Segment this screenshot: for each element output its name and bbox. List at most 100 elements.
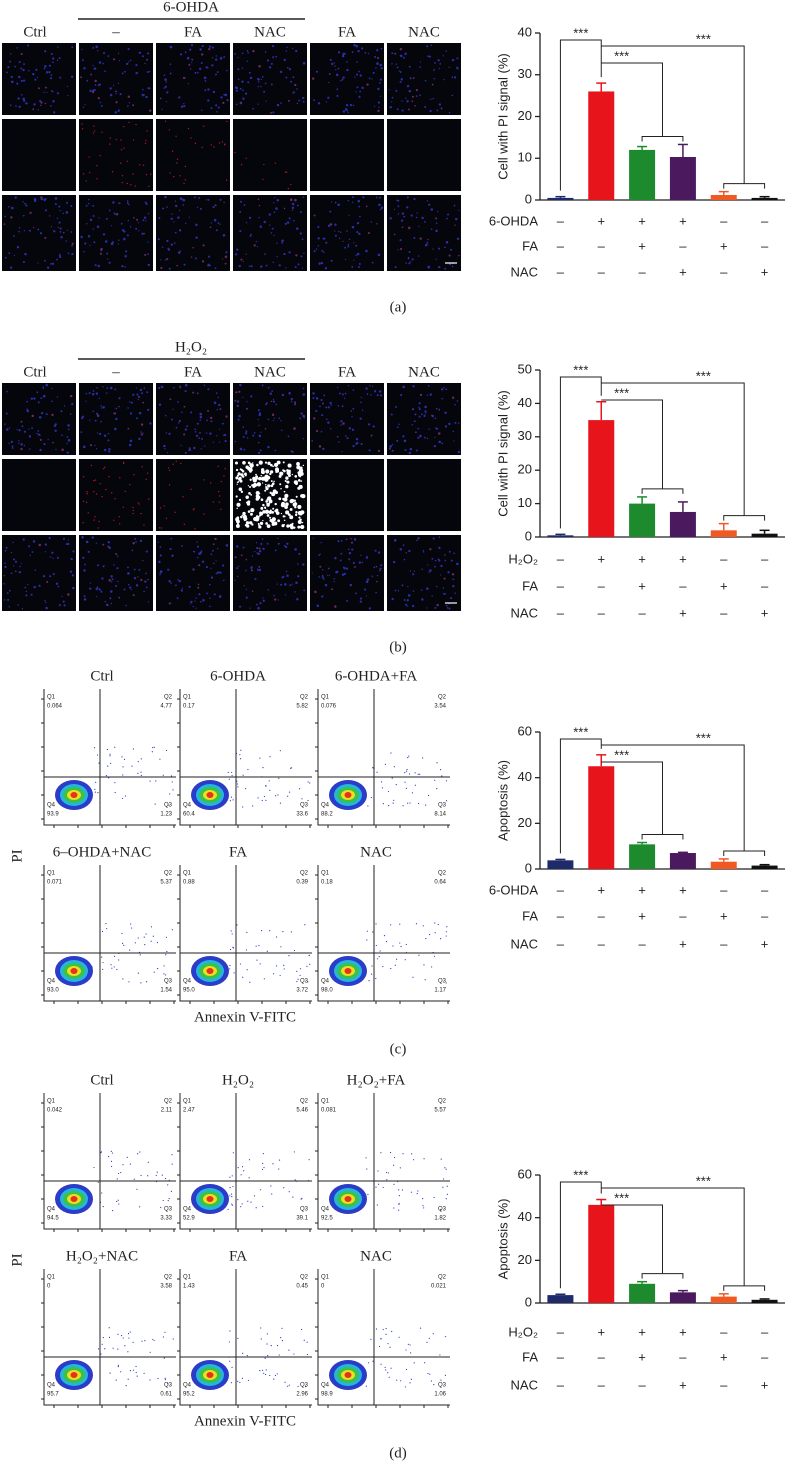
event — [396, 1380, 397, 1381]
nucleus — [70, 571, 72, 573]
nucleus — [185, 428, 187, 430]
nucleus — [418, 407, 419, 408]
event — [309, 955, 310, 956]
event — [380, 1152, 381, 1153]
event — [436, 762, 437, 763]
nucleus — [447, 571, 449, 573]
micrograph — [387, 459, 461, 531]
nucleus — [97, 415, 100, 418]
nucleus — [328, 224, 331, 227]
nucleus — [245, 570, 246, 571]
event — [150, 780, 151, 781]
pi-dot — [96, 178, 97, 179]
nucleus — [140, 431, 142, 433]
speckle — [267, 524, 271, 528]
bar — [629, 504, 655, 537]
nucleus — [225, 263, 227, 265]
treatment-mark: – — [557, 213, 565, 228]
nucleus — [374, 56, 376, 58]
nucleus — [428, 204, 430, 206]
nucleus — [106, 253, 108, 255]
nucleus — [193, 447, 195, 449]
speckle — [248, 510, 251, 513]
nucleus — [355, 255, 357, 257]
nucleus — [277, 538, 278, 539]
event — [100, 1353, 101, 1354]
event — [263, 1373, 264, 1374]
nucleus — [321, 250, 323, 252]
nucleus — [92, 205, 94, 207]
quadrant-value: 0.081 — [321, 1108, 337, 1114]
nucleus — [419, 66, 421, 68]
nucleus — [260, 86, 261, 87]
nucleus — [6, 428, 8, 430]
flow-plot: Q10.88Q20.39Q33.72Q495.0 — [177, 865, 312, 1004]
event — [172, 781, 173, 782]
nucleus — [195, 431, 197, 433]
nucleus — [23, 215, 24, 216]
event — [120, 1371, 121, 1372]
nucleus — [4, 575, 5, 576]
event — [152, 1339, 153, 1340]
nucleus — [361, 397, 362, 398]
nucleus — [424, 406, 427, 409]
nucleus — [318, 102, 320, 104]
nucleus — [452, 266, 454, 268]
nucleus — [160, 546, 161, 547]
nucleus — [160, 98, 161, 99]
event — [426, 1342, 427, 1343]
nucleus — [219, 429, 220, 430]
nucleus — [378, 102, 380, 104]
micrograph — [156, 195, 230, 271]
nucleus — [360, 402, 362, 404]
nucleus — [427, 395, 428, 396]
nucleus — [128, 220, 129, 221]
nucleus — [171, 419, 173, 421]
nucleus — [237, 405, 239, 407]
nucleus — [249, 265, 250, 266]
event — [250, 1202, 251, 1203]
nucleus — [135, 228, 137, 230]
nucleus — [198, 197, 200, 199]
nucleus — [256, 542, 257, 543]
nucleus — [125, 605, 127, 607]
nucleus — [90, 74, 92, 76]
pi-dot — [137, 502, 138, 503]
nucleus — [70, 558, 72, 560]
nucleus — [411, 214, 413, 216]
nucleus — [190, 449, 191, 450]
nucleus — [429, 548, 431, 550]
nucleus — [19, 106, 21, 108]
nucleus — [297, 103, 299, 105]
treatment-mark: + — [720, 1349, 728, 1364]
nucleus — [90, 583, 91, 584]
nucleus — [376, 197, 378, 199]
nucleus — [348, 558, 350, 560]
nucleus — [369, 607, 371, 609]
nucleus — [210, 226, 212, 228]
nucleus — [21, 94, 23, 96]
nucleus — [204, 445, 205, 446]
nucleus — [407, 85, 409, 87]
nucleus — [352, 202, 353, 203]
significance: *** — [614, 385, 629, 400]
event — [94, 789, 95, 790]
nucleus — [126, 63, 128, 65]
treatment-mark: – — [598, 908, 606, 923]
speckle — [238, 477, 241, 480]
event — [409, 1344, 410, 1345]
event — [266, 1343, 267, 1344]
nucleus — [319, 576, 320, 577]
pi-dot — [263, 164, 264, 165]
nucleus — [418, 255, 420, 257]
error-bar — [760, 530, 770, 533]
nucleus — [13, 565, 14, 566]
nucleus — [338, 68, 340, 70]
nucleus — [427, 239, 428, 240]
treatment-mark: – — [557, 578, 565, 593]
pi-dot — [169, 484, 170, 485]
speckle — [236, 508, 237, 509]
quadrant-value: 5.82 — [296, 704, 308, 710]
nucleus — [92, 65, 93, 66]
nucleus — [52, 263, 54, 265]
